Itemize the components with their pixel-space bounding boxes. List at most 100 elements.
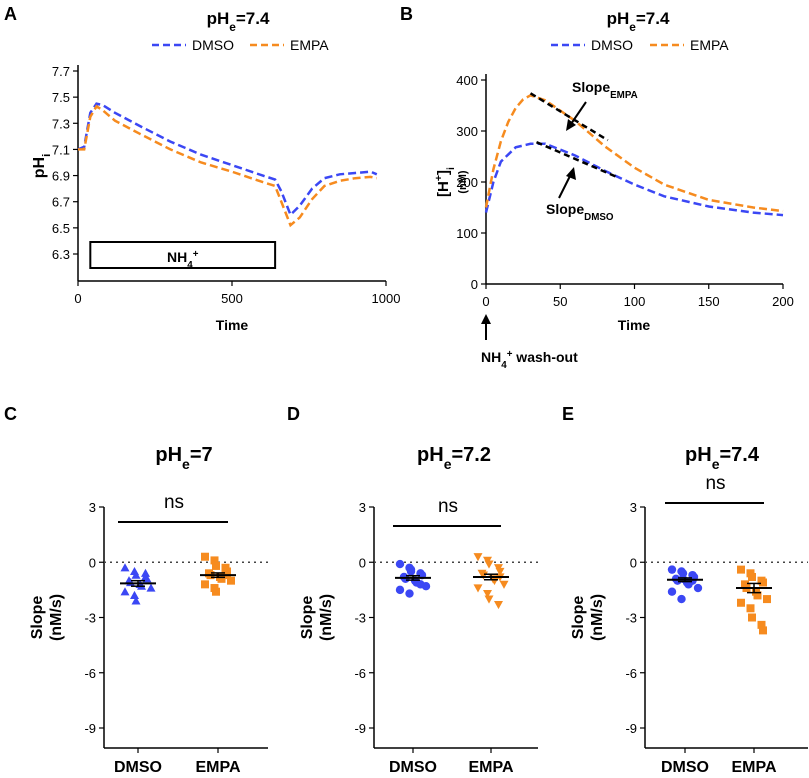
x-tick-label-b: 100: [624, 294, 646, 309]
series-line-a-empa: [78, 104, 378, 228]
data-point-c-dmso: [130, 590, 139, 599]
data-point-c-dmso: [146, 583, 156, 592]
y-axis-unit-b: (nM): [457, 170, 469, 194]
chart-title-d: pHe=7.2: [417, 444, 491, 472]
nh4-box-label: NH4+: [167, 249, 199, 271]
data-point-e-empa: [763, 595, 771, 604]
significance-label-e: ns: [705, 473, 725, 494]
category-label-e-dmso: DMSO: [661, 759, 709, 776]
y-tick-label-b: 400: [456, 73, 478, 88]
panel-label-d: D: [287, 404, 300, 424]
chart-title-b: pHe=7.4: [607, 9, 670, 34]
slope-arrowhead-empa: [566, 119, 576, 131]
data-point-e-dmso: [667, 565, 677, 574]
data-point-c-dmso: [131, 570, 141, 579]
data-point-e-empa: [759, 578, 767, 587]
data-point-c-empa: [210, 556, 219, 565]
y-tick-label-a: 7.7: [52, 64, 70, 79]
y-tick-label-a: 6.9: [52, 169, 70, 184]
y-axis-unit-c: (nM/s): [48, 594, 65, 641]
y-tick-label-e: 3: [630, 500, 637, 515]
data-point-c-dmso: [131, 596, 141, 605]
significance-label-c: ns: [164, 492, 184, 513]
chart-title-a: pHe=7.4: [207, 9, 270, 34]
data-point-e-empa: [737, 565, 745, 574]
y-tick-label-a: 7.1: [52, 142, 70, 157]
data-point-e-empa: [748, 613, 756, 622]
x-tick-label-a: 500: [221, 291, 243, 306]
y-tick-label-d: -9: [354, 721, 366, 736]
y-axis-label-b: [H+]i: [433, 167, 457, 197]
panel-label-b: B: [400, 4, 413, 24]
y-axis-unit-d: (nM/s): [318, 594, 335, 641]
data-point-e-empa: [759, 626, 767, 635]
y-tick-label-e: -3: [625, 611, 637, 626]
data-point-d-dmso: [406, 565, 416, 574]
washout-label: NH4+ wash-out: [481, 349, 578, 371]
data-point-c-empa: [212, 587, 220, 596]
y-axis-label-a: pHi: [31, 154, 53, 178]
slope-label-empa: SlopeEMPA: [572, 79, 638, 101]
data-point-d-dmso: [405, 589, 414, 598]
y-tick-label-b: 100: [456, 226, 478, 241]
y-axis-label-e: Slope: [570, 596, 587, 640]
data-point-c-dmso: [120, 563, 130, 572]
data-point-d-empa: [473, 584, 483, 593]
y-axis-unit-e: (nM/s): [589, 594, 606, 641]
washout-arrowhead: [481, 314, 491, 324]
category-label-c-empa: EMPA: [195, 759, 240, 776]
x-tick-label-b: 50: [553, 294, 567, 309]
legend-label-dmso: DMSO: [591, 37, 633, 53]
data-point-e-empa: [737, 598, 745, 607]
panel-label-e: E: [562, 404, 574, 424]
data-point-e-empa: [757, 620, 766, 629]
data-point-d-empa: [484, 595, 494, 604]
y-tick-label-a: 6.7: [52, 195, 70, 210]
series-line-b-empa: [484, 93, 784, 213]
y-tick-label-c: -9: [84, 721, 96, 736]
legend-label-empa: EMPA: [290, 37, 329, 53]
slope-segment-empa: [529, 92, 609, 142]
series-line-a-dmso: [77, 102, 378, 218]
x-tick-label-b: 200: [772, 294, 794, 309]
data-point-e-empa: [746, 604, 755, 613]
data-point-c-empa: [217, 574, 226, 583]
data-point-c-empa: [221, 563, 230, 572]
data-point-d-empa: [484, 560, 494, 569]
data-point-c-dmso: [120, 587, 130, 596]
chart-title-c: pHe=7: [155, 444, 212, 472]
data-point-e-empa: [748, 572, 756, 581]
nh4-exposure-box: [89, 241, 277, 269]
x-tick-label-a: 0: [74, 291, 81, 306]
y-tick-label-e: 0: [630, 555, 637, 570]
x-tick-label-a: 1000: [372, 291, 401, 306]
x-tick-label-b: 150: [698, 294, 720, 309]
y-tick-label-a: 6.3: [52, 247, 70, 262]
category-label-e-empa: EMPA: [731, 759, 776, 776]
data-point-d-empa: [479, 571, 488, 580]
significance-label-d: ns: [438, 496, 458, 517]
y-tick-label-c: 0: [89, 555, 96, 570]
y-tick-label-e: -6: [625, 666, 637, 681]
data-point-e-dmso: [693, 583, 703, 593]
y-axis-label-d: Slope: [299, 596, 316, 640]
data-point-c-dmso: [141, 568, 150, 577]
y-tick-label-b: 300: [456, 124, 478, 139]
slope-label-dmso: SlopeDMSO: [546, 201, 614, 223]
chart-title-e: pHe=7.4: [685, 444, 760, 472]
slope-segment-dmso: [536, 141, 618, 179]
slope-arrow-dmso: [558, 173, 572, 199]
series-line-b-dmso: [484, 142, 784, 217]
y-tick-label-b: 200: [456, 175, 478, 190]
y-tick-label-d: -3: [354, 611, 366, 626]
data-point-c-empa: [201, 580, 209, 589]
y-tick-label-c: 3: [89, 500, 96, 515]
y-tick-label-e: -9: [625, 721, 637, 736]
legend-label-dmso: DMSO: [192, 37, 234, 53]
data-point-d-empa: [499, 580, 509, 589]
panel-label-a: A: [4, 4, 17, 24]
y-tick-label-c: -6: [84, 666, 96, 681]
category-label-c-dmso: DMSO: [114, 759, 162, 776]
category-label-d-dmso: DMSO: [389, 759, 437, 776]
category-label-d-empa: EMPA: [468, 759, 513, 776]
